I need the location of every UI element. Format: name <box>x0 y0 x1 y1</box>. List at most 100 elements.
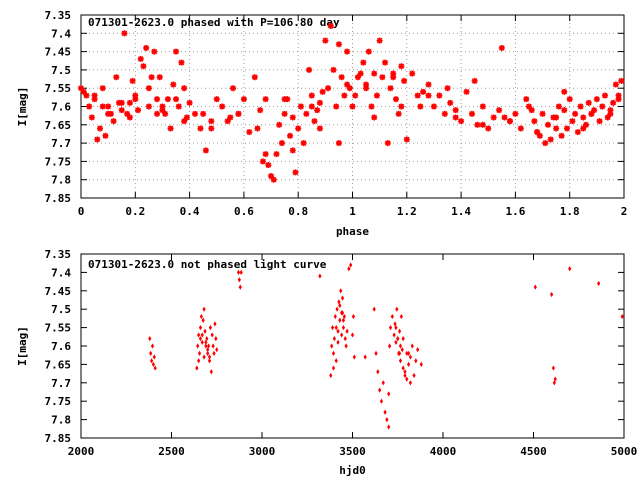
phased-data-point <box>525 103 532 110</box>
unphased-data-point <box>236 269 241 275</box>
phased-data-point <box>257 107 264 114</box>
unphased-data-point <box>397 328 402 334</box>
unphased-data-point <box>419 361 423 367</box>
phased-data-point <box>357 70 364 77</box>
phased-data-point <box>164 96 171 103</box>
phased-y-tick-label: 7.35 <box>45 9 72 22</box>
unphased-data-point <box>416 347 420 353</box>
phased-chart-title: 071301-2623.0 phased with P=106.80 day <box>88 16 340 29</box>
phased-x-axis-label: phase <box>336 225 369 238</box>
unphased-x-tick-label: 2000 <box>68 445 95 458</box>
unphased-data-point <box>390 313 394 320</box>
phased-data-point <box>102 132 109 139</box>
phased-data-point <box>373 92 380 99</box>
phased-data-point <box>292 169 299 176</box>
unphased-data-point <box>620 313 624 320</box>
phased-data-point <box>474 121 481 128</box>
unphased-x-tick-label: 3500 <box>339 445 366 458</box>
unphased-y-tick-label: 7.75 <box>45 395 72 408</box>
phased-data-point <box>181 85 188 92</box>
unphased-data-point <box>405 350 409 356</box>
phased-data-point <box>186 99 193 106</box>
phased-data-point <box>363 81 370 88</box>
unphased-plot-area <box>81 254 624 438</box>
unphased-y-tick-label: 7.4 <box>51 266 71 279</box>
phased-data-point <box>170 81 177 88</box>
unphased-data-point <box>334 358 338 364</box>
phased-data-point <box>553 114 560 121</box>
unphased-data-point <box>350 332 355 338</box>
phased-data-point <box>371 114 378 121</box>
phased-data-point <box>599 103 606 110</box>
phased-data-point <box>392 96 399 103</box>
phased-data-point <box>354 74 361 81</box>
unphased-data-point <box>388 343 392 349</box>
unphased-data-point <box>214 336 218 342</box>
unphased-data-point <box>337 299 341 305</box>
phased-data-point <box>145 103 152 110</box>
phased-x-tick-label: 0.6 <box>234 205 254 218</box>
phased-data-point <box>604 114 611 121</box>
unphased-data-point <box>376 369 380 375</box>
phased-data-point <box>561 88 568 95</box>
phased-y-tick-label: 7.45 <box>45 46 72 59</box>
unphased-data-point <box>209 369 213 375</box>
phased-data-point <box>145 85 152 92</box>
phased-data-point <box>99 103 106 110</box>
unphased-data-point <box>201 317 205 323</box>
phased-data-point <box>585 99 592 106</box>
unphased-data-point <box>335 306 339 312</box>
phased-data-point <box>390 74 397 81</box>
phased-data-point <box>132 92 139 99</box>
unphased-data-point <box>199 313 203 320</box>
phased-data-point <box>154 96 161 103</box>
unphased-data-point <box>204 339 208 345</box>
phased-data-point <box>88 114 95 121</box>
unphased-data-point <box>338 302 342 309</box>
unphased-data-point <box>237 277 241 283</box>
phased-x-tick-label: 2 <box>621 205 628 218</box>
phased-data-point <box>113 74 120 81</box>
phased-data-point <box>398 63 405 70</box>
phased-data-point <box>523 96 530 103</box>
unphased-data-points <box>148 262 624 430</box>
phased-data-point <box>447 99 454 106</box>
unphased-data-point <box>329 372 333 379</box>
phased-y-tick-label: 7.8 <box>51 174 71 187</box>
phased-data-point <box>118 99 125 106</box>
unphased-data-point <box>395 306 399 312</box>
unphased-data-point <box>331 350 336 356</box>
phased-y-tick-label: 7.5 <box>51 64 71 77</box>
unphased-data-point <box>352 354 356 360</box>
phased-data-point <box>197 125 204 132</box>
phased-data-point <box>151 48 158 55</box>
phased-light-curve-panel: 0 0.2 0.4 0.6 0.8 1 1.2 1.4 1.6 1.8 2 7.35 7.4 7.45 7.… <box>16 9 627 238</box>
phased-y-axis-label: I[mag] <box>16 87 29 127</box>
phased-data-point <box>463 88 470 95</box>
phased-data-point <box>501 114 508 121</box>
phased-data-point <box>86 103 93 110</box>
phased-data-point <box>262 96 269 103</box>
unphased-y-tick-label: 7.65 <box>45 358 72 371</box>
phased-data-point <box>124 110 131 117</box>
phased-data-point <box>300 140 307 147</box>
unphased-data-point <box>347 266 351 272</box>
unphased-data-point <box>151 361 155 367</box>
unphased-data-point <box>340 310 345 316</box>
phased-data-point <box>126 99 133 106</box>
phased-data-point <box>430 103 437 110</box>
unphased-data-point <box>195 365 199 371</box>
unphased-data-point <box>334 325 338 331</box>
unphased-data-point <box>197 350 202 356</box>
phased-data-point <box>99 85 106 92</box>
phased-data-point <box>240 96 247 103</box>
phased-data-point <box>591 107 598 114</box>
phased-data-point <box>365 48 372 55</box>
phased-data-point <box>425 92 432 99</box>
unphased-y-tick-label: 7.8 <box>51 414 71 427</box>
phased-y-tick-label: 7.85 <box>45 192 72 205</box>
phased-data-point <box>287 132 294 139</box>
phased-data-point <box>471 77 478 84</box>
phased-data-point <box>281 96 288 103</box>
unphased-y-tick-label: 7.7 <box>51 377 71 390</box>
